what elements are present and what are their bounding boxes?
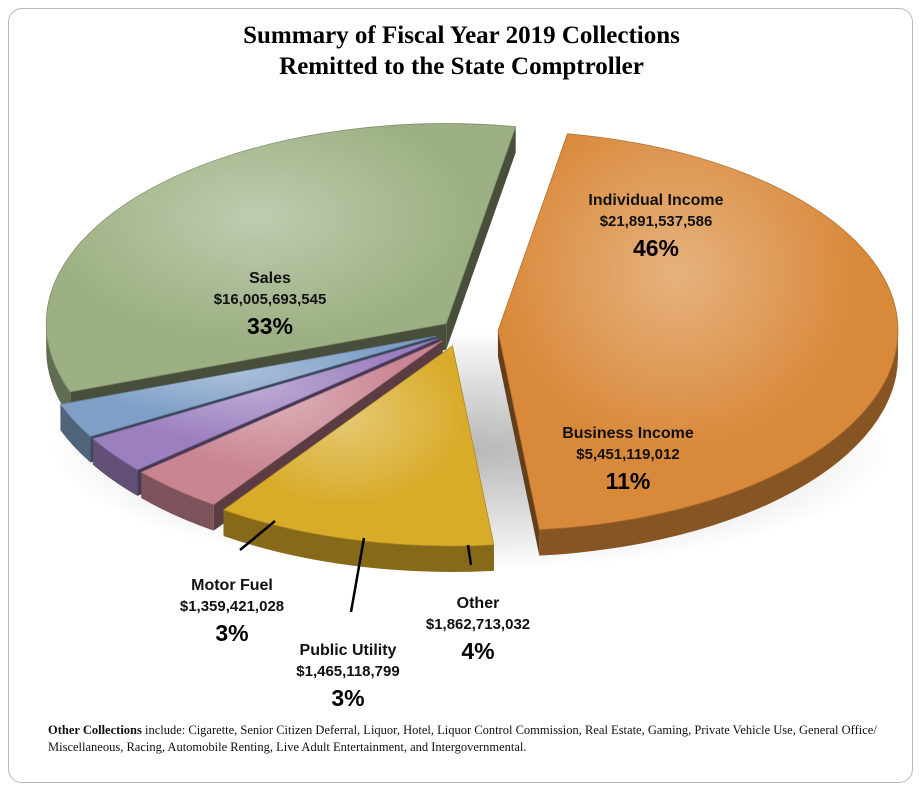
label-name: Sales [249,270,291,287]
slice-rim [223,509,494,572]
label-amount: $1,862,713,032 [426,616,530,633]
leader-line [466,544,473,566]
label-amount: $1,465,118,799 [296,663,399,680]
label-amount: $16,005,693,545 [214,291,327,308]
footnote: Other Collections include: Cigarette, Se… [48,722,898,756]
slice-side-wall [446,126,516,350]
label-amount: $1,359,421,028 [180,598,284,615]
slice-rim [60,404,91,463]
slice-side-wall [497,330,540,556]
label-name: Business Income [562,425,694,442]
slice-highlight [60,336,437,437]
slice-highlight [92,338,439,470]
slice-highlight [141,340,443,505]
footnote-text: include: Cigarette, Senior Citizen Defer… [48,723,877,754]
slice-rim [92,438,138,496]
leader-line [239,520,276,551]
leader-lines [239,520,473,613]
label-name: Motor Fuel [191,577,273,594]
slice-rim [141,472,214,531]
label-percent: 4% [461,638,494,664]
label-amount: $21,891,537,586 [600,213,713,230]
label-name: Public Utility [300,642,397,659]
footnote-bold: Other Collections [48,723,142,737]
chart-title-line-2: Remitted to the State Comptroller [279,53,644,80]
label-individual-income: Individual Income $21,891,537,586 46% [588,192,723,261]
label-name: Other [457,595,500,612]
label-motor-fuel: Motor Fuel $1,359,421,028 3% [180,577,284,646]
slice-business-income [222,345,495,572]
label-percent: 46% [633,235,679,261]
slice-individual-income [497,133,899,556]
slice-highlight [497,133,898,530]
label-percent: 3% [215,620,248,646]
slice-labels: Individual Income $21,891,537,586 46% Busin… [180,192,724,711]
label-percent: 3% [331,685,364,711]
label-percent: 33% [247,313,293,339]
label-business-income: Business Income $5,451,119,012 11% [562,425,694,494]
slice-highlight [46,123,516,392]
leader-line [349,537,366,613]
label-sales: Sales $16,005,693,545 33% [214,270,327,339]
slice-rim [46,323,71,418]
label-amount: $5,451,119,012 [576,446,679,463]
label-public-utility: Public Utility $1,465,118,799 3% [296,642,399,711]
chart-title-line-1: Summary of Fiscal Year 2019 Collections [243,22,680,49]
label-other: Other $1,862,713,032 4% [426,595,530,664]
chart-title: Summary of Fiscal Year 2019 Collections … [0,20,923,82]
pie-slices [45,123,899,572]
label-percent: 11% [606,468,651,494]
label-name: Individual Income [588,192,723,209]
slice-highlight [223,345,494,546]
slice-rim [539,330,898,556]
